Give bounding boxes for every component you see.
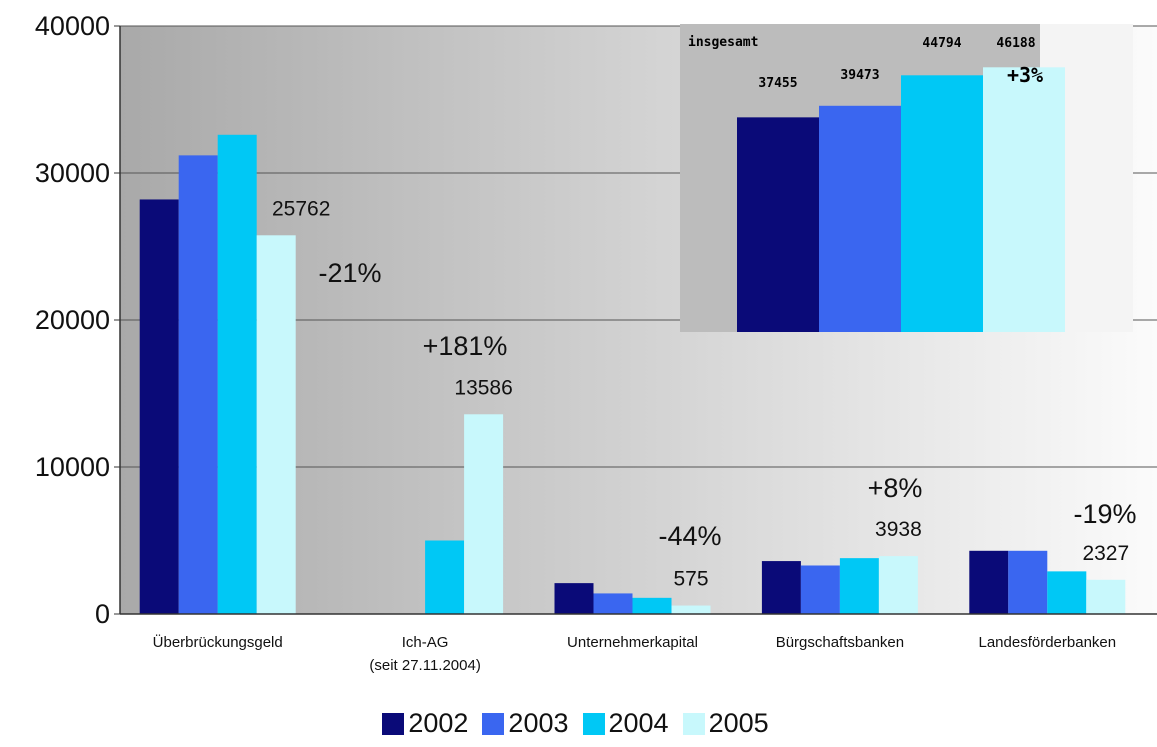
- inset-bar-2003: [819, 106, 901, 332]
- x-category-label: Bürgschaftsbanken: [776, 634, 904, 651]
- legend-swatch-2002: [382, 713, 404, 735]
- change-label: +181%: [423, 331, 508, 361]
- bar-2002: [140, 199, 179, 614]
- bar-2005: [879, 556, 918, 614]
- bar-2005: [672, 606, 711, 614]
- bar-2002: [969, 551, 1008, 614]
- legend-label-2002: 2002: [408, 708, 468, 739]
- y-tick-label: 0: [95, 599, 110, 629]
- bar-2003: [594, 593, 633, 614]
- legend: 2002 2003 2004 2005: [0, 708, 1157, 739]
- bar-2004: [218, 135, 257, 614]
- inset-value-label: 39473: [840, 68, 879, 83]
- legend-label-2004: 2004: [609, 708, 669, 739]
- main-chart: 0 10000 20000 30000 40000 Überbrückungsgeld Ic…: [0, 0, 1157, 700]
- bar-2004: [1047, 571, 1086, 614]
- y-tick-label: 40000: [35, 11, 110, 41]
- legend-label-2005: 2005: [709, 708, 769, 739]
- x-category-label: Ich-AG: [402, 634, 449, 651]
- inset-value-label: 44794: [922, 36, 961, 51]
- bar-2005: [257, 235, 296, 614]
- data-label-2005: 25762: [272, 197, 330, 220]
- y-tick-label: 30000: [35, 158, 110, 188]
- bar-2004: [840, 558, 879, 614]
- bar-2003: [801, 565, 840, 614]
- bar-2002: [762, 561, 801, 614]
- data-label-2005: 3938: [875, 518, 922, 541]
- legend-label-2003: 2003: [508, 708, 568, 739]
- data-label-2005: 13586: [454, 376, 512, 399]
- data-label-2005: 575: [673, 568, 708, 591]
- inset-bar-2005: [983, 67, 1065, 332]
- y-tick-label: 20000: [35, 305, 110, 335]
- legend-swatch-2003: [482, 713, 504, 735]
- change-label: -44%: [658, 521, 721, 551]
- change-label: +8%: [868, 473, 923, 503]
- bar-2003: [1008, 551, 1047, 614]
- inset-value-label: 37455: [758, 76, 797, 91]
- legend-item-2003: 2003: [482, 708, 568, 739]
- inset-value-label: 46188: [996, 36, 1035, 51]
- legend-swatch-2005: [683, 713, 705, 735]
- bar-2005: [464, 414, 503, 614]
- x-category-label: Überbrückungsgeld: [153, 633, 283, 651]
- legend-item-2005: 2005: [683, 708, 769, 739]
- inset-title: insgesamt: [688, 35, 758, 50]
- data-label-2005: 2327: [1082, 542, 1129, 565]
- inset-bar-2004: [901, 75, 983, 332]
- bar-2004: [633, 598, 672, 614]
- x-category-label: Unternehmerkapital: [567, 634, 698, 651]
- legend-item-2004: 2004: [583, 708, 669, 739]
- x-category-label: Landesförderbanken: [978, 634, 1116, 651]
- change-label: -19%: [1073, 499, 1136, 529]
- y-tick-label: 10000: [35, 452, 110, 482]
- legend-item-2002: 2002: [382, 708, 468, 739]
- change-label: -21%: [318, 258, 381, 288]
- inset-change-label: +3%: [1007, 63, 1043, 87]
- inset-bar-2002: [737, 117, 819, 332]
- x-category-sublabel: (seit 27.11.2004): [369, 657, 480, 674]
- bar-2005: [1086, 580, 1125, 614]
- legend-swatch-2004: [583, 713, 605, 735]
- bar-2004: [425, 541, 464, 615]
- bar-2002: [555, 583, 594, 614]
- bar-2003: [179, 155, 218, 614]
